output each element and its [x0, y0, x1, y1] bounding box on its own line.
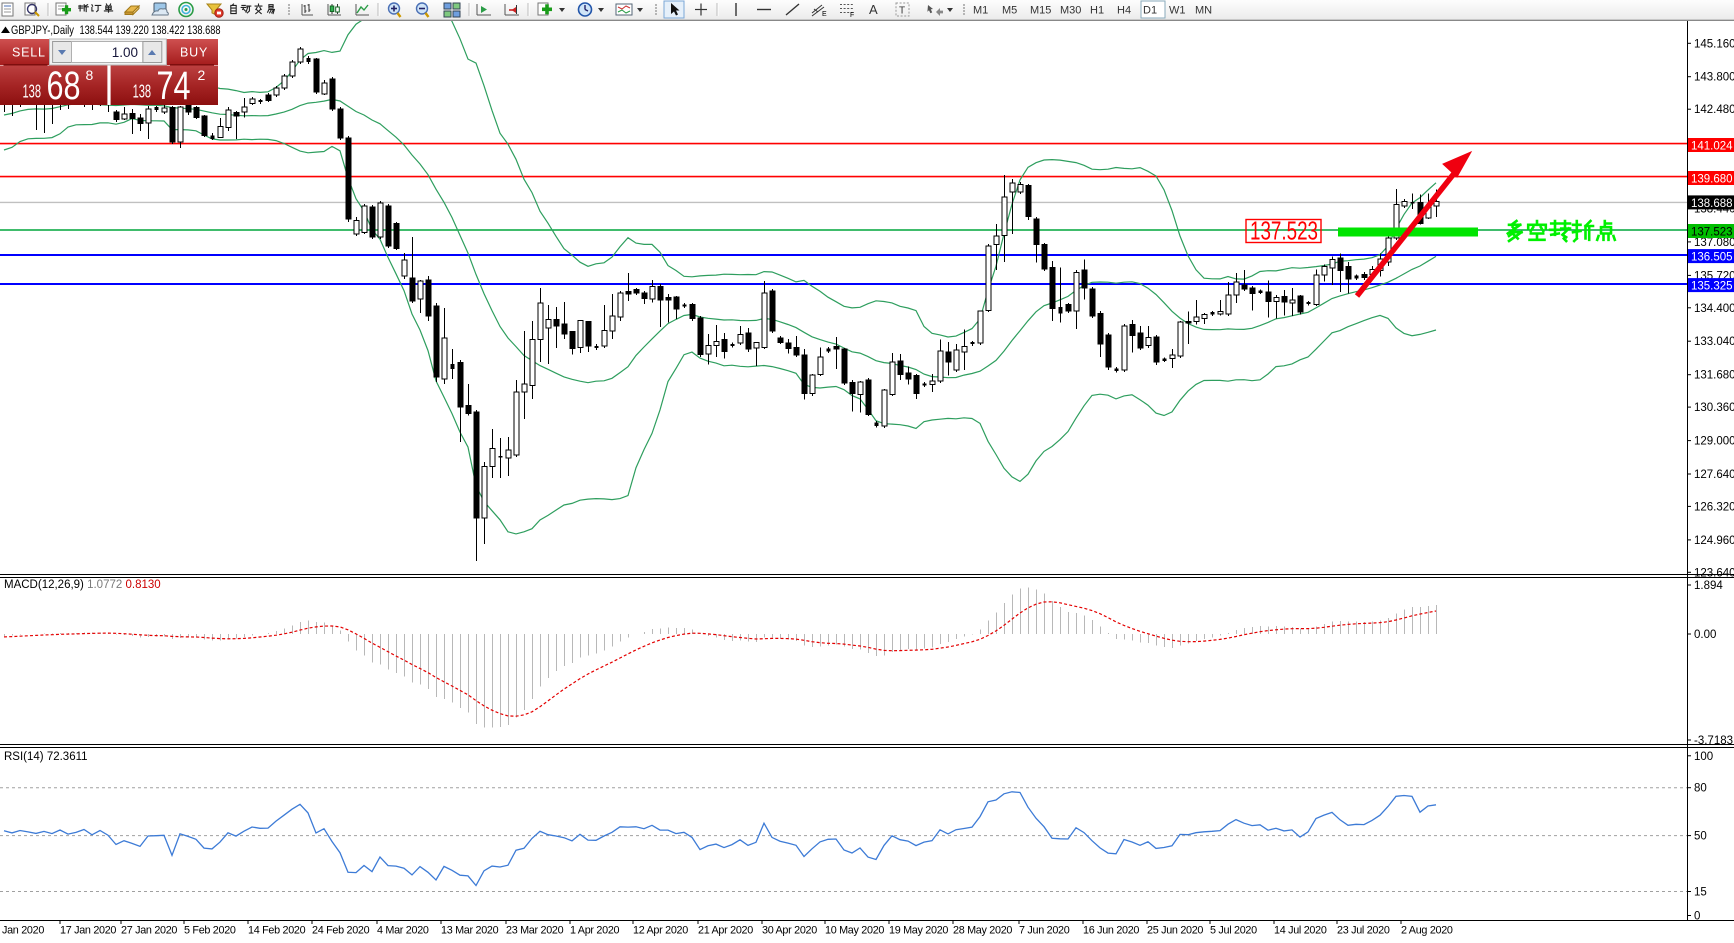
svg-text:80: 80 [1694, 783, 1707, 795]
svg-text:130.360: 130.360 [1694, 402, 1734, 414]
svg-text:5 Feb 2020: 5 Feb 2020 [184, 925, 236, 937]
svg-text:123.640: 123.640 [1694, 567, 1734, 579]
svg-text:126.320: 126.320 [1694, 501, 1734, 513]
svg-text:Jan 2020: Jan 2020 [2, 925, 44, 937]
svg-text:21 Apr 2020: 21 Apr 2020 [698, 925, 753, 937]
svg-text:E: E [822, 11, 827, 18]
svg-text:12 Apr 2020: 12 Apr 2020 [633, 925, 688, 937]
svg-text:27 Jan 2020: 27 Jan 2020 [121, 925, 177, 937]
svg-text:139.680: 139.680 [1691, 174, 1733, 186]
svg-text:145.160: 145.160 [1694, 38, 1734, 50]
svg-text:F: F [850, 12, 854, 19]
svg-text:T: T [899, 6, 905, 17]
svg-text:MACD(12,26,9) 1.0772 0.8130: MACD(12,26,9) 1.0772 0.8130 [4, 579, 161, 591]
svg-text:137.523: 137.523 [1691, 227, 1733, 239]
svg-text:16 Jun 2020: 16 Jun 2020 [1083, 925, 1139, 937]
svg-text:0.00: 0.00 [1694, 629, 1716, 641]
svg-text:23 Jul 2020: 23 Jul 2020 [1337, 925, 1390, 937]
svg-text:8: 8 [86, 67, 94, 83]
svg-text:19 May 2020: 19 May 2020 [889, 925, 948, 937]
svg-text:7 Jun 2020: 7 Jun 2020 [1019, 925, 1070, 937]
svg-text:5 Jul 2020: 5 Jul 2020 [1210, 925, 1257, 937]
svg-text:SELL: SELL [12, 46, 46, 60]
svg-text:GBPJPY-,Daily: GBPJPY-,Daily [11, 23, 75, 37]
svg-text:M1: M1 [973, 5, 988, 17]
svg-text:M5: M5 [1002, 5, 1017, 17]
svg-text:RSI(14) 72.3611: RSI(14) 72.3611 [4, 751, 88, 763]
svg-text:D1: D1 [1143, 5, 1157, 17]
svg-text:2 Aug 2020: 2 Aug 2020 [1401, 925, 1453, 937]
svg-text:141.024: 141.024 [1691, 141, 1733, 153]
svg-text:13 Mar 2020: 13 Mar 2020 [441, 925, 499, 937]
svg-text:137.523: 137.523 [1250, 216, 1318, 246]
svg-text:136.505: 136.505 [1691, 252, 1733, 264]
svg-text:138: 138 [133, 82, 152, 102]
svg-text:10 May 2020: 10 May 2020 [825, 925, 884, 937]
svg-text:138.688: 138.688 [1691, 198, 1733, 210]
svg-text:4 Mar 2020: 4 Mar 2020 [377, 925, 429, 937]
svg-text:68: 68 [47, 64, 81, 108]
svg-text:17 Jan 2020: 17 Jan 2020 [60, 925, 116, 937]
svg-text:MN: MN [1195, 5, 1212, 17]
svg-text:H1: H1 [1090, 5, 1104, 17]
svg-text:14 Feb 2020: 14 Feb 2020 [248, 925, 306, 937]
svg-text:-3.7183: -3.7183 [1694, 735, 1733, 747]
svg-text:143.800: 143.800 [1694, 72, 1734, 84]
svg-text:H4: H4 [1117, 5, 1131, 17]
svg-text:134.400: 134.400 [1694, 303, 1734, 315]
svg-text:M30: M30 [1060, 5, 1081, 17]
svg-text:15: 15 [1694, 887, 1707, 899]
svg-text:28 May 2020: 28 May 2020 [953, 925, 1012, 937]
svg-text:50: 50 [1694, 831, 1707, 843]
svg-text:142.480: 142.480 [1694, 104, 1734, 116]
svg-text:127.640: 127.640 [1694, 469, 1734, 481]
svg-text:124.960: 124.960 [1694, 535, 1734, 547]
svg-text:135.325: 135.325 [1691, 281, 1733, 293]
svg-text:74: 74 [157, 64, 191, 108]
svg-text:BUY: BUY [180, 46, 208, 60]
svg-text:23 Mar 2020: 23 Mar 2020 [506, 925, 564, 937]
svg-text:100: 100 [1694, 751, 1713, 763]
svg-text:25 Jun 2020: 25 Jun 2020 [1147, 925, 1203, 937]
svg-text:138.544 139.220 138.422 138.68: 138.544 139.220 138.422 138.688 [80, 23, 221, 37]
svg-text:2: 2 [198, 67, 206, 83]
svg-text:133.040: 133.040 [1694, 336, 1734, 348]
svg-text:30 Apr 2020: 30 Apr 2020 [762, 925, 817, 937]
svg-text:0: 0 [1694, 911, 1700, 923]
svg-text:24 Feb 2020: 24 Feb 2020 [312, 925, 370, 937]
svg-text:A: A [869, 2, 878, 17]
svg-text:1.894: 1.894 [1694, 580, 1723, 592]
svg-text:129.000: 129.000 [1694, 436, 1734, 448]
svg-text:1.00: 1.00 [112, 45, 138, 60]
svg-text:1 Apr 2020: 1 Apr 2020 [570, 925, 620, 937]
svg-text:14 Jul 2020: 14 Jul 2020 [1274, 925, 1327, 937]
svg-text:137.080: 137.080 [1694, 237, 1734, 249]
svg-text:M15: M15 [1030, 5, 1051, 17]
svg-text:138: 138 [23, 82, 42, 102]
svg-text:W1: W1 [1169, 5, 1186, 17]
svg-text:131.680: 131.680 [1694, 370, 1734, 382]
